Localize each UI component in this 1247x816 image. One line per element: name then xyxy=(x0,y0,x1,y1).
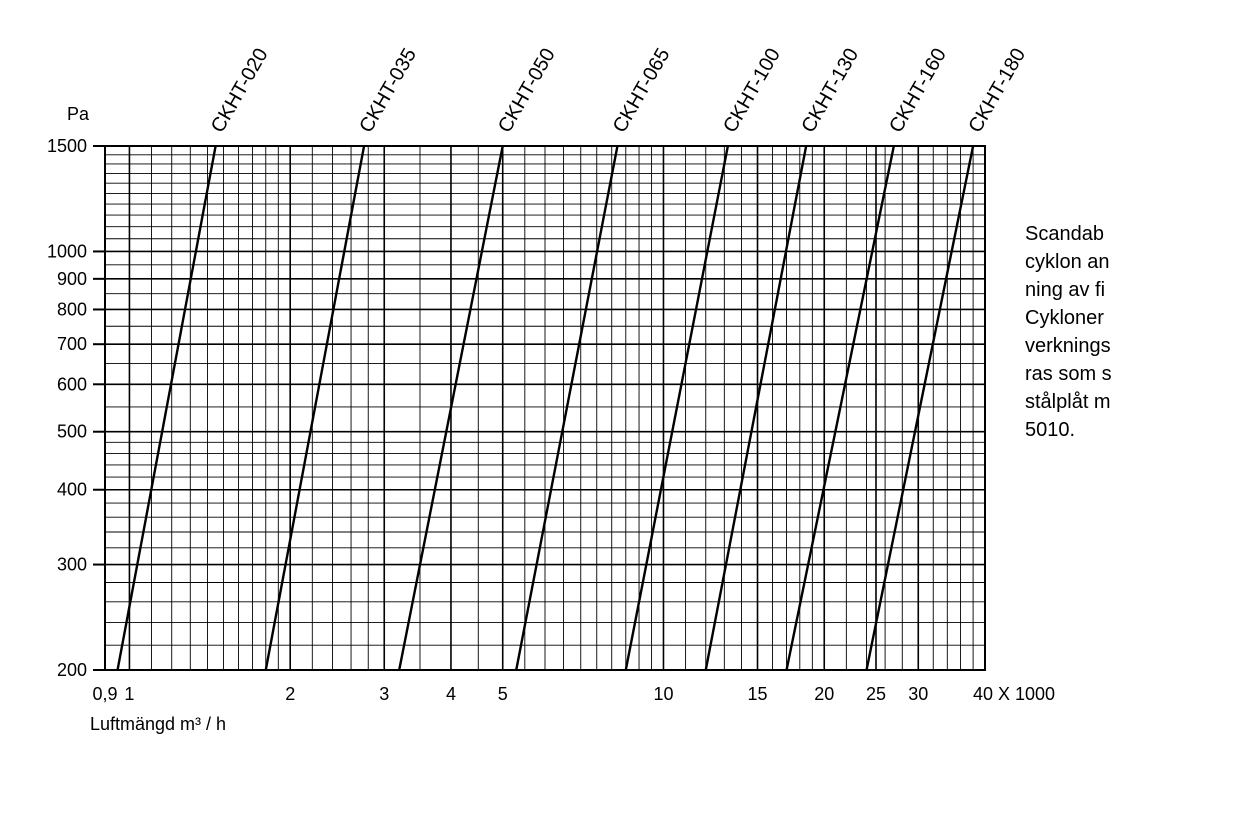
x-tick-label: 15 xyxy=(748,684,768,704)
x-tick-label: 5 xyxy=(498,684,508,704)
y-tick-label: 900 xyxy=(57,269,87,289)
y-tick-label: 800 xyxy=(57,299,87,319)
y-tick-label: 500 xyxy=(57,422,87,442)
x-tick-label: 0,9 xyxy=(92,684,117,704)
y-tick-label: 600 xyxy=(57,374,87,394)
side-text-line: Scandab xyxy=(1025,220,1112,248)
y-unit-label: Pa xyxy=(67,104,90,124)
y-tick-label: 1500 xyxy=(47,136,87,156)
x-tick-label: 2 xyxy=(285,684,295,704)
side-text-line: ras som s xyxy=(1025,360,1112,388)
side-text-line: cyklon an xyxy=(1025,248,1112,276)
x-tick-label: 25 xyxy=(866,684,886,704)
x-tick-label: 30 xyxy=(908,684,928,704)
x-tick-label: 4 xyxy=(446,684,456,704)
y-tick-label: 700 xyxy=(57,334,87,354)
x-tick-label: 10 xyxy=(653,684,673,704)
side-text-line: Cykloner xyxy=(1025,304,1112,332)
x-tick-label: 20 xyxy=(814,684,834,704)
side-text-line: verknings xyxy=(1025,332,1112,360)
x-tick-label: 1 xyxy=(124,684,134,704)
x-tick-label: 40 X 1000 xyxy=(973,684,1055,704)
side-text-line: ning av fi xyxy=(1025,276,1112,304)
chart-container: 200 300 400 500 600 700 800 900 1000 1500 Pa 0,9 1 2 3… xyxy=(0,0,1247,816)
side-description-text: Scandabcyklon anning av fiCyklonerverkni… xyxy=(1025,220,1112,444)
x-axis-label: Luftmängd m³ / h xyxy=(90,714,226,734)
y-tick-label: 400 xyxy=(57,480,87,500)
side-text-line: stålplåt m xyxy=(1025,388,1112,416)
side-text-line: 5010. xyxy=(1025,416,1112,444)
y-tick-label: 200 xyxy=(57,660,87,680)
y-tick-label: 300 xyxy=(57,555,87,575)
x-tick-label: 3 xyxy=(379,684,389,704)
y-tick-label: 1000 xyxy=(47,241,87,261)
